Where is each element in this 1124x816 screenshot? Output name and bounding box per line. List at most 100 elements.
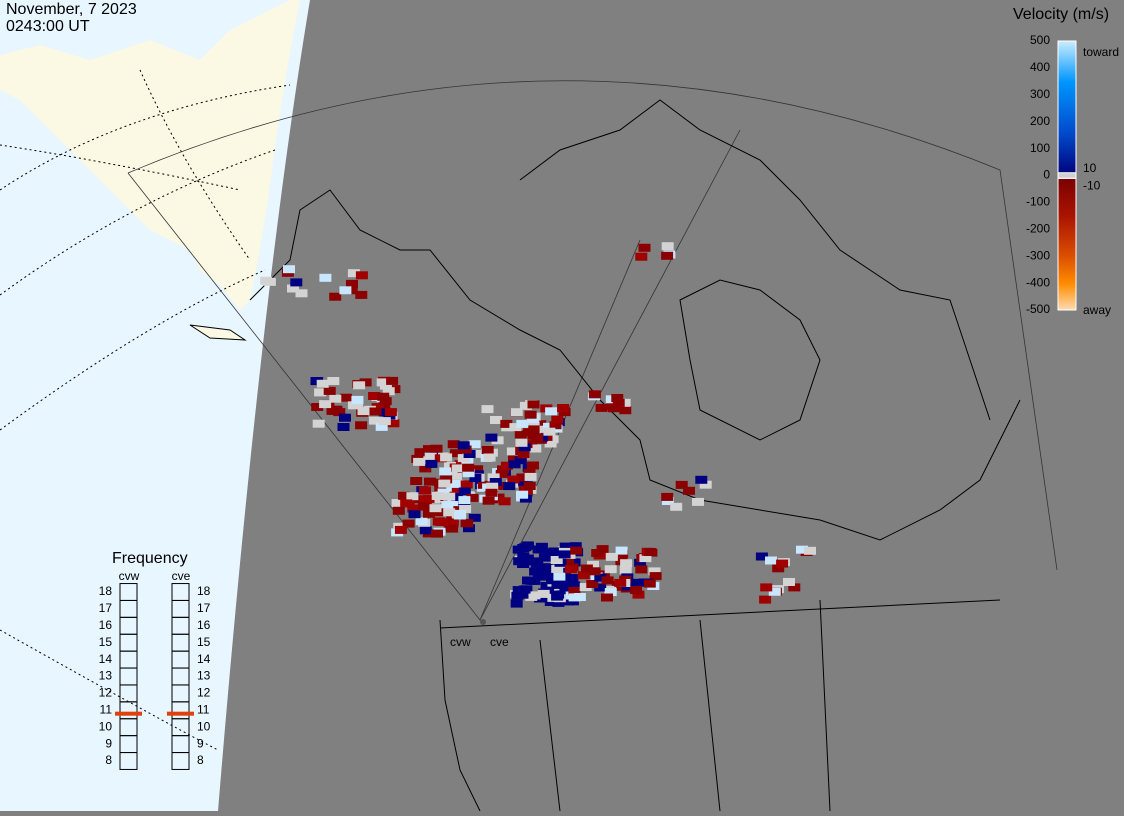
scatter-cell bbox=[564, 565, 577, 574]
colorbar-segment bbox=[1058, 192, 1076, 194]
colorbar-segment bbox=[1058, 126, 1076, 128]
colorbar-segment bbox=[1058, 42, 1076, 44]
scatter-cell bbox=[451, 479, 464, 488]
colorbar-segment bbox=[1058, 252, 1076, 254]
colorbar-segment bbox=[1058, 142, 1076, 144]
scatter-cell bbox=[458, 496, 471, 505]
scatter-cell bbox=[419, 495, 432, 504]
colorbar-segment bbox=[1058, 260, 1076, 262]
scatter-cell bbox=[509, 423, 522, 432]
scatter-cell bbox=[461, 519, 474, 528]
colorbar-segment bbox=[1058, 68, 1076, 70]
scatter-cell bbox=[519, 590, 532, 599]
scatter-cell bbox=[568, 586, 581, 595]
colorbar-segment bbox=[1058, 221, 1076, 223]
colorbar-segment bbox=[1058, 132, 1076, 134]
scatter-cell bbox=[463, 450, 476, 458]
scatter-cell bbox=[357, 407, 370, 416]
frequency-tick-label: 8 bbox=[197, 753, 204, 767]
colorbar-segment bbox=[1058, 181, 1076, 183]
colorbar-segment bbox=[1058, 130, 1076, 132]
colorbar-segment bbox=[1058, 209, 1076, 211]
colorbar-segment bbox=[1058, 120, 1076, 122]
colorbar-segment bbox=[1058, 297, 1076, 299]
colorbar-segment bbox=[1058, 160, 1076, 162]
colorbar-segment bbox=[1058, 156, 1076, 158]
scatter-cell bbox=[424, 452, 437, 461]
scatter-cell bbox=[382, 387, 395, 396]
scatter-cell bbox=[523, 428, 536, 437]
frequency-tick-label: 13 bbox=[197, 669, 211, 683]
colorbar-segment bbox=[1058, 289, 1076, 291]
scatter-cell bbox=[661, 251, 674, 260]
colorbar-segment bbox=[1058, 242, 1076, 244]
scatter-cell bbox=[329, 394, 342, 403]
scatter-cell bbox=[446, 524, 459, 533]
scatter-cell bbox=[443, 492, 456, 501]
scatter-cell bbox=[510, 408, 523, 417]
frequency-box bbox=[119, 752, 138, 770]
scatter-cell bbox=[632, 590, 645, 599]
colorbar-segment bbox=[1058, 44, 1076, 46]
colorbar-segment bbox=[1058, 128, 1076, 130]
scatter-cell bbox=[601, 576, 614, 585]
scatter-cell bbox=[772, 564, 785, 573]
colorbar-segment bbox=[1058, 103, 1076, 105]
colorbar-segment bbox=[1058, 194, 1076, 196]
colorbar-segment bbox=[1058, 94, 1076, 96]
colorbar-title: Velocity (m/s) bbox=[1013, 6, 1109, 23]
scatter-cell bbox=[459, 505, 472, 513]
scatter-cell bbox=[648, 567, 661, 576]
colorbar-segment bbox=[1058, 302, 1076, 304]
scatter-cell bbox=[577, 571, 590, 580]
colorbar-segment bbox=[1058, 164, 1076, 166]
scatter-cell bbox=[386, 376, 399, 385]
colorbar-segment bbox=[1058, 286, 1076, 288]
colorbar-segment bbox=[1058, 229, 1076, 231]
scatter-cell bbox=[516, 473, 529, 482]
colorbar-segment bbox=[1058, 74, 1076, 76]
colorbar-segment bbox=[1058, 237, 1076, 239]
scatter-cell bbox=[543, 422, 555, 431]
frequency-tick-label: 15 bbox=[99, 635, 113, 649]
colorbar-segment bbox=[1058, 118, 1076, 120]
colorbar-segment bbox=[1058, 154, 1076, 156]
colorbar-segment bbox=[1058, 107, 1076, 109]
colorbar-segment bbox=[1058, 276, 1076, 278]
colorbar-segment bbox=[1058, 281, 1076, 283]
scatter-cell bbox=[419, 486, 431, 495]
frequency-tick-label: 10 bbox=[99, 719, 113, 733]
colorbar-segment bbox=[1058, 131, 1076, 133]
colorbar-segment bbox=[1058, 304, 1076, 306]
scatter-cell bbox=[460, 480, 473, 489]
scatter-cell bbox=[557, 404, 570, 412]
scatter-cell bbox=[544, 439, 557, 448]
scatter-cell bbox=[394, 525, 407, 534]
scatter-cell bbox=[619, 566, 632, 575]
scatter-cell bbox=[481, 405, 494, 414]
scatter-cell bbox=[353, 381, 366, 390]
colorbar-segment bbox=[1058, 165, 1076, 167]
colorbar-segment bbox=[1058, 45, 1076, 47]
colorbar-tick-label: 400 bbox=[1030, 60, 1050, 74]
scatter-cell bbox=[449, 449, 462, 458]
scatter-cell bbox=[615, 546, 628, 555]
colorbar-segment bbox=[1058, 89, 1076, 91]
frequency-tick-label: 18 bbox=[197, 584, 211, 598]
colorbar-segment bbox=[1058, 234, 1076, 236]
scatter-cell bbox=[469, 474, 482, 482]
colorbar-segment bbox=[1058, 151, 1076, 153]
scatter-cell bbox=[562, 556, 574, 565]
scatter-cell bbox=[543, 427, 556, 436]
colorbar-segment bbox=[1058, 119, 1076, 121]
frequency-tick-label: 12 bbox=[197, 686, 211, 700]
colorbar-tick-label: 500 bbox=[1030, 33, 1050, 47]
colorbar-segment bbox=[1058, 112, 1076, 114]
colorbar-segment bbox=[1058, 216, 1076, 218]
scatter-cell bbox=[449, 471, 462, 480]
scatter-cell bbox=[440, 475, 453, 484]
scatter-cell bbox=[471, 449, 484, 458]
frequency-panel: cvw 18 17 16 15 14 13 12 11 10 9 8 cve 18 17 16 15 14 13 12… bbox=[99, 569, 211, 770]
colorbar-segment bbox=[1058, 149, 1076, 151]
frequency-box bbox=[171, 752, 190, 770]
